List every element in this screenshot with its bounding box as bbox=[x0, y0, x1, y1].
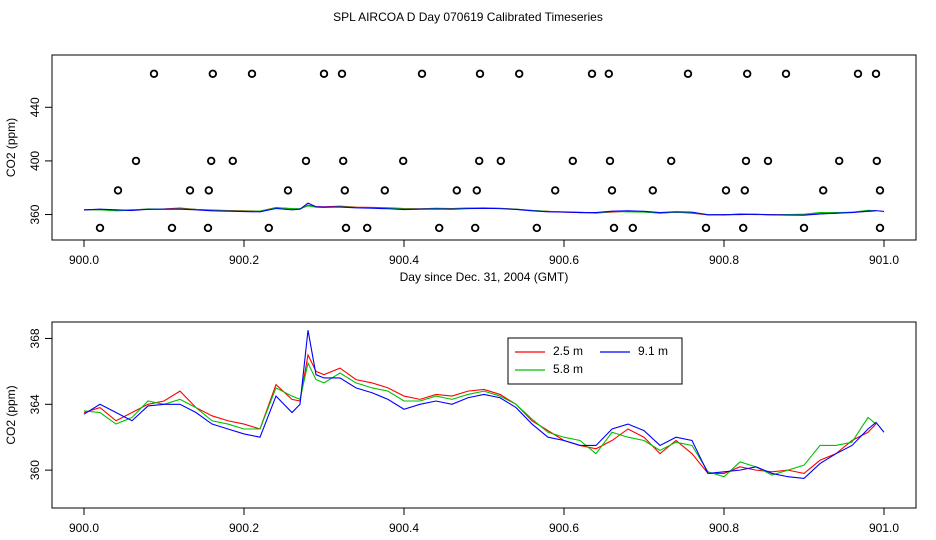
data-point bbox=[667, 156, 676, 166]
data-point bbox=[568, 156, 577, 166]
y-axis-label: CO2 (ppm) bbox=[4, 118, 18, 177]
x-tick-label: 901.0 bbox=[869, 521, 899, 535]
data-point bbox=[399, 156, 408, 166]
series-line bbox=[83, 353, 877, 475]
data-point bbox=[739, 223, 748, 233]
data-point bbox=[208, 69, 217, 78]
x-axis-label: Day since Dec. 31, 2004 (GMT) bbox=[400, 270, 569, 284]
data-point bbox=[607, 186, 617, 195]
data-point bbox=[337, 69, 347, 78]
data-point bbox=[417, 69, 427, 78]
data-point bbox=[721, 186, 731, 195]
y-tick-label: 400 bbox=[28, 151, 42, 171]
data-point bbox=[871, 69, 881, 78]
x-tick-label: 900.8 bbox=[709, 253, 739, 267]
data-point bbox=[515, 69, 524, 78]
data-point bbox=[95, 223, 105, 233]
data-point bbox=[683, 69, 693, 78]
y-tick-label: 368 bbox=[28, 328, 42, 348]
data-point bbox=[605, 156, 615, 166]
data-point bbox=[609, 223, 619, 233]
data-point bbox=[604, 69, 613, 78]
x-tick-label: 900.6 bbox=[549, 253, 579, 267]
x-tick-label: 900.6 bbox=[549, 521, 579, 535]
series-line bbox=[83, 330, 885, 479]
data-point bbox=[167, 223, 177, 233]
data-point bbox=[472, 186, 481, 195]
x-tick-label: 900.4 bbox=[389, 253, 419, 267]
y-tick-label: 360 bbox=[28, 460, 42, 480]
legend: 2.5 m 5.8 m 9.1 m bbox=[507, 337, 683, 385]
data-point bbox=[551, 186, 560, 195]
data-point bbox=[319, 69, 329, 78]
data-point bbox=[875, 223, 885, 233]
data-point bbox=[496, 156, 505, 166]
data-point bbox=[131, 156, 141, 166]
legend-label: 5.8 m bbox=[553, 362, 583, 376]
data-point bbox=[475, 69, 485, 78]
legend-box bbox=[507, 337, 683, 385]
data-point bbox=[781, 69, 791, 78]
data-point bbox=[341, 223, 351, 233]
data-point bbox=[340, 186, 349, 195]
data-point bbox=[648, 186, 657, 195]
chart-title: SPL AIRCOA D Day 070619 Calibrated Times… bbox=[333, 10, 603, 24]
series-line bbox=[83, 202, 885, 216]
data-point bbox=[532, 223, 541, 233]
x-tick-label: 900.0 bbox=[69, 253, 99, 267]
data-point bbox=[247, 69, 257, 78]
data-point bbox=[264, 223, 273, 233]
data-point bbox=[872, 156, 881, 166]
data-point bbox=[741, 156, 751, 166]
plot-frame bbox=[51, 54, 917, 241]
legend-label: 2.5 m bbox=[553, 344, 583, 358]
data-point bbox=[228, 156, 237, 166]
x-tick-label: 901.0 bbox=[869, 253, 899, 267]
x-tick-label: 900.2 bbox=[229, 253, 259, 267]
data-point bbox=[339, 156, 348, 166]
data-point bbox=[380, 186, 389, 195]
x-tick-label: 900.8 bbox=[709, 521, 739, 535]
data-point bbox=[185, 186, 195, 195]
y-axis-label: CO2 (ppm) bbox=[4, 385, 18, 444]
data-point bbox=[819, 186, 828, 195]
data-point bbox=[587, 69, 597, 78]
data-point bbox=[835, 156, 844, 166]
data-point bbox=[203, 223, 213, 233]
series-line bbox=[83, 361, 877, 478]
legend-label: 9.1 m bbox=[638, 344, 668, 358]
data-point bbox=[301, 156, 311, 166]
data-point bbox=[435, 223, 444, 233]
data-point bbox=[628, 223, 637, 233]
data-point bbox=[149, 69, 159, 78]
data-point bbox=[743, 69, 752, 78]
data-point bbox=[701, 223, 711, 233]
data-point bbox=[471, 223, 480, 233]
x-tick-label: 900.2 bbox=[229, 521, 259, 535]
x-tick-label: 900.4 bbox=[389, 521, 419, 535]
data-point bbox=[740, 186, 749, 195]
y-tick-label: 360 bbox=[28, 204, 42, 224]
data-point bbox=[475, 156, 484, 166]
data-point bbox=[875, 186, 885, 195]
data-point bbox=[113, 186, 123, 195]
data-point bbox=[206, 156, 216, 166]
data-point bbox=[363, 223, 372, 233]
plot-frame bbox=[51, 321, 917, 509]
data-point bbox=[853, 69, 863, 78]
y-tick-label: 440 bbox=[28, 97, 42, 117]
data-point bbox=[763, 156, 773, 166]
data-point bbox=[799, 223, 809, 233]
data-point bbox=[452, 186, 461, 195]
data-point bbox=[204, 186, 213, 195]
y-tick-label: 364 bbox=[28, 394, 42, 414]
x-tick-label: 900.0 bbox=[69, 521, 99, 535]
x-axis-label: Day since Dec. 31, 2004 (GMT) bbox=[400, 538, 569, 540]
data-point bbox=[283, 186, 293, 195]
